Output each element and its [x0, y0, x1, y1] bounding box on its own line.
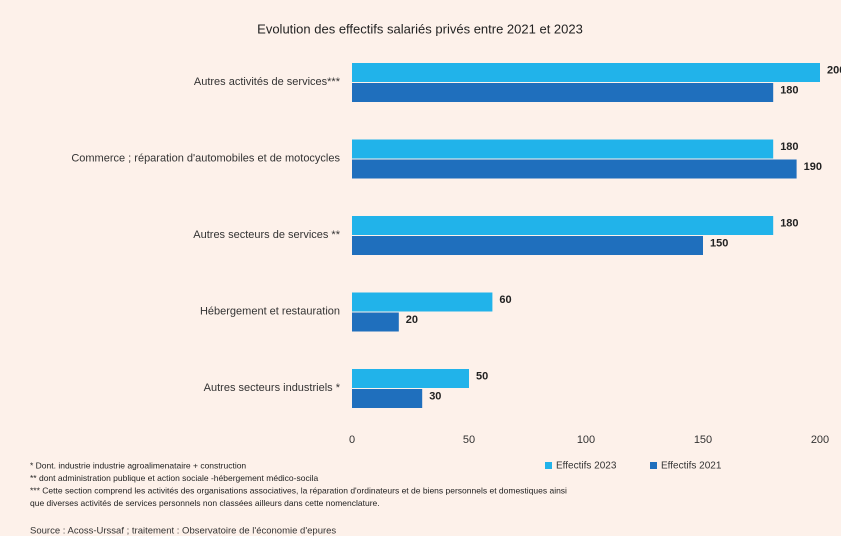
source: Source : Acoss-Urssaf ; traitement : Obs…	[30, 526, 336, 536]
value-label: 200	[827, 64, 841, 76]
bar	[352, 369, 469, 388]
chart-title: Evolution des effectifs salariés privés …	[257, 21, 583, 36]
legend-swatch	[545, 462, 552, 469]
value-label: 180	[780, 84, 798, 96]
value-label: 60	[499, 294, 511, 306]
y-tick-label: Autres activités de services***	[194, 76, 341, 88]
x-tick-label: 200	[811, 434, 829, 446]
x-tick-label: 50	[463, 434, 475, 446]
bar	[352, 236, 703, 255]
footnote: *** Cette section comprend les activités…	[30, 485, 567, 495]
bar	[352, 159, 797, 179]
bar	[352, 63, 820, 82]
x-tick-label: 0	[349, 434, 355, 446]
x-tick-label: 100	[577, 434, 595, 446]
footnote: * Dont. industrie industrie agroalimenat…	[30, 460, 246, 470]
footnote: que diverses activités de services perso…	[30, 498, 380, 508]
legend-swatch	[650, 462, 657, 469]
x-tick-label: 150	[694, 434, 712, 446]
y-tick-label: Autres secteurs industriels *	[204, 382, 341, 394]
legend-label: Effectifs 2023	[556, 461, 617, 472]
value-label: 180	[780, 217, 798, 229]
y-tick-label: Autres secteurs de services **	[193, 229, 340, 241]
value-label: 190	[804, 161, 822, 173]
bar	[352, 312, 399, 332]
legend-label: Effectifs 2021	[661, 461, 722, 472]
footnote: ** dont administration publique et actio…	[30, 473, 318, 483]
bar	[352, 389, 423, 408]
bar	[352, 216, 774, 235]
value-label: 150	[710, 237, 728, 249]
bar	[352, 292, 493, 312]
value-label: 30	[429, 390, 441, 402]
bar	[352, 83, 774, 102]
y-tick-label: Commerce ; réparation d'automobiles et d…	[71, 152, 340, 164]
value-label: 180	[780, 141, 798, 153]
bar	[352, 139, 774, 159]
value-label: 50	[476, 370, 488, 382]
value-label: 20	[406, 314, 418, 326]
y-tick-label: Hébergement et restauration	[200, 305, 340, 317]
